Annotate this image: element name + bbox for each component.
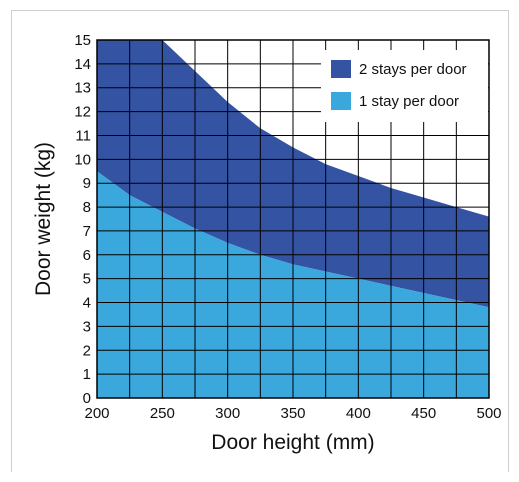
y-tick-label: 11 bbox=[75, 127, 91, 144]
y-tick-label: 12 bbox=[74, 104, 91, 121]
y-tick-label: 13 bbox=[74, 80, 91, 97]
x-axis-title: Door height (mm) bbox=[211, 431, 374, 454]
y-tick-label: 3 bbox=[83, 318, 91, 335]
y-tick-label: 14 bbox=[74, 56, 91, 73]
legend-label: 2 stays per door bbox=[359, 61, 467, 78]
y-tick-label: 9 bbox=[83, 175, 91, 192]
x-tick-label: 450 bbox=[411, 405, 436, 422]
legend-swatch bbox=[331, 92, 351, 110]
y-tick-label: 1 bbox=[83, 366, 91, 383]
y-tick-label: 15 bbox=[74, 32, 91, 49]
x-tick-label: 300 bbox=[215, 405, 240, 422]
plot-border bbox=[96, 39, 490, 399]
figure-frame bbox=[11, 10, 509, 472]
legend-swatch bbox=[331, 60, 351, 78]
x-tick-label: 500 bbox=[476, 405, 501, 422]
legend: 2 stays per door 1 stay per door bbox=[321, 50, 488, 122]
y-tick-label: 0 bbox=[83, 390, 91, 407]
x-tick-label: 200 bbox=[84, 405, 109, 422]
y-tick-label: 8 bbox=[83, 199, 91, 216]
y-tick-label: 6 bbox=[83, 247, 91, 264]
y-tick-label: 5 bbox=[83, 271, 91, 288]
x-tick-label: 400 bbox=[346, 405, 371, 422]
y-tick-label: 10 bbox=[74, 151, 91, 168]
x-tick-label: 250 bbox=[150, 405, 175, 422]
legend-label: 1 stay per door bbox=[359, 93, 459, 110]
y-axis-title: Door weight (kg) bbox=[32, 142, 55, 296]
x-tick-label: 350 bbox=[280, 405, 305, 422]
y-tick-label: 2 bbox=[83, 342, 91, 359]
y-tick-label: 4 bbox=[83, 295, 91, 312]
y-tick-label: 7 bbox=[83, 223, 91, 240]
